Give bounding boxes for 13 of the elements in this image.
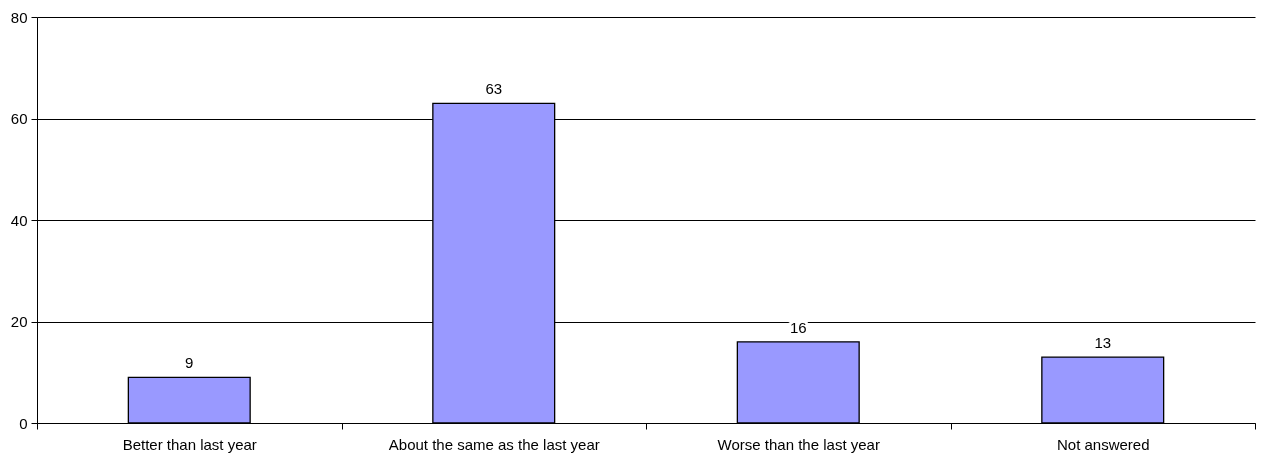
data-label: 63 — [485, 80, 503, 98]
data-label: 13 — [1094, 334, 1112, 352]
data-label: 16 — [789, 318, 807, 336]
y-tick-label: 20 — [10, 313, 28, 330]
y-tick-label: 40 — [10, 211, 28, 229]
x-tick-label: Worse than the last year — [717, 435, 880, 453]
y-tick-label: 60 — [10, 110, 28, 127]
y-tick-label: 80 — [10, 8, 28, 26]
x-tick-label: About the same as the last year — [388, 435, 600, 453]
data-label: 9 — [185, 354, 194, 372]
x-tick-label: Not answered — [1056, 435, 1150, 453]
x-tick-label: Better than last year — [122, 435, 257, 453]
y-tick-label: 0 — [19, 414, 28, 432]
